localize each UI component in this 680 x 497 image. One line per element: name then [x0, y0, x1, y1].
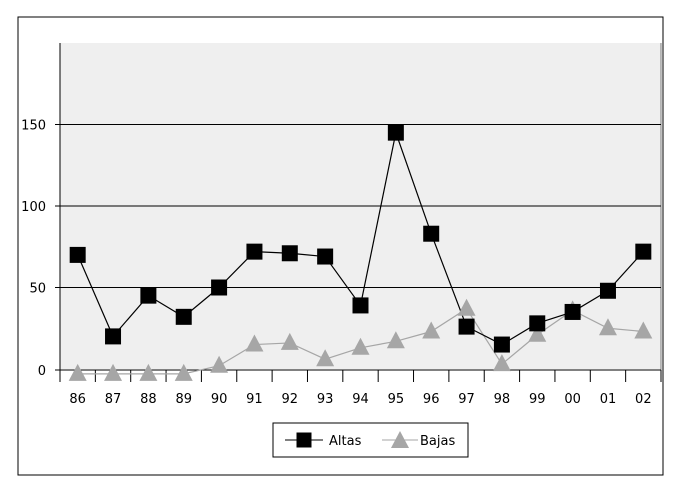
- gridlines: [60, 124, 661, 288]
- point-altas-92: [281, 245, 298, 262]
- point-altas-89: [175, 308, 192, 325]
- legend-marker-bajas: [391, 431, 409, 448]
- point-bajas-91: [245, 334, 264, 352]
- point-altas-97: [458, 318, 475, 335]
- x-tick-label-96: 96: [423, 392, 440, 407]
- x-tick-label-00: 00: [564, 392, 581, 407]
- point-altas-95: [387, 124, 404, 141]
- point-bajas-97: [457, 298, 476, 316]
- y-tick-label-0: 0: [38, 364, 46, 379]
- x-tick-label-86: 86: [69, 392, 86, 407]
- point-bajas-89: [174, 363, 193, 381]
- point-altas-90: [211, 279, 228, 296]
- y-tick-label-100: 100: [21, 200, 46, 215]
- x-tick-label-02: 02: [635, 392, 652, 407]
- point-altas-94: [352, 297, 369, 314]
- point-altas-99: [529, 315, 546, 332]
- y-axis-ticks: 0 50 100 150: [21, 119, 60, 379]
- x-tick-label-99: 99: [529, 392, 546, 407]
- y-tick-label-150: 150: [21, 119, 46, 134]
- x-tick-label-93: 93: [317, 392, 334, 407]
- x-tick-label-98: 98: [494, 392, 511, 407]
- axes: [59, 43, 662, 382]
- point-bajas-95: [386, 331, 405, 349]
- x-tick-label-91: 91: [246, 392, 263, 407]
- point-bajas-93: [316, 349, 335, 367]
- x-axis-ticks: 86 87 88 89 90 91 92 93 94 95 96 97 98 99 00 01 02: [59, 370, 662, 407]
- point-altas-98: [493, 336, 510, 353]
- legend: Altas Bajas: [272, 422, 469, 458]
- point-bajas-99: [528, 324, 547, 342]
- y-tick-label-50: 50: [29, 282, 46, 297]
- point-bajas-98: [492, 354, 511, 372]
- point-altas-96: [423, 225, 440, 242]
- point-altas-86: [69, 246, 86, 263]
- legend-label-altas: Altas: [329, 434, 362, 449]
- point-bajas-88: [139, 363, 158, 381]
- legend-label-bajas: Bajas: [420, 434, 455, 449]
- point-bajas-90: [210, 355, 229, 373]
- point-altas-88: [140, 287, 157, 304]
- point-bajas-92: [280, 332, 299, 350]
- x-tick-label-01: 01: [600, 392, 617, 407]
- series-markers: [68, 124, 653, 381]
- x-tick-label-94: 94: [352, 392, 369, 407]
- point-altas-01: [599, 282, 616, 299]
- point-bajas-02: [634, 321, 653, 339]
- point-bajas-94: [351, 337, 370, 355]
- x-tick-label-97: 97: [458, 392, 475, 407]
- point-altas-93: [317, 248, 334, 265]
- legend-marker-altas: [296, 432, 312, 448]
- x-tick-label-89: 89: [175, 392, 192, 407]
- x-tick-label-88: 88: [140, 392, 157, 407]
- point-altas-02: [635, 243, 652, 260]
- point-bajas-01: [598, 318, 617, 336]
- x-tick-label-92: 92: [282, 392, 299, 407]
- point-bajas-87: [104, 363, 123, 381]
- point-altas-87: [105, 328, 122, 345]
- point-bajas-96: [422, 321, 441, 339]
- point-altas-00: [564, 303, 581, 320]
- x-tick-label-87: 87: [105, 392, 122, 407]
- point-altas-91: [246, 243, 263, 260]
- point-bajas-86: [68, 363, 87, 381]
- x-tick-label-90: 90: [211, 392, 228, 407]
- x-tick-label-95: 95: [388, 392, 405, 407]
